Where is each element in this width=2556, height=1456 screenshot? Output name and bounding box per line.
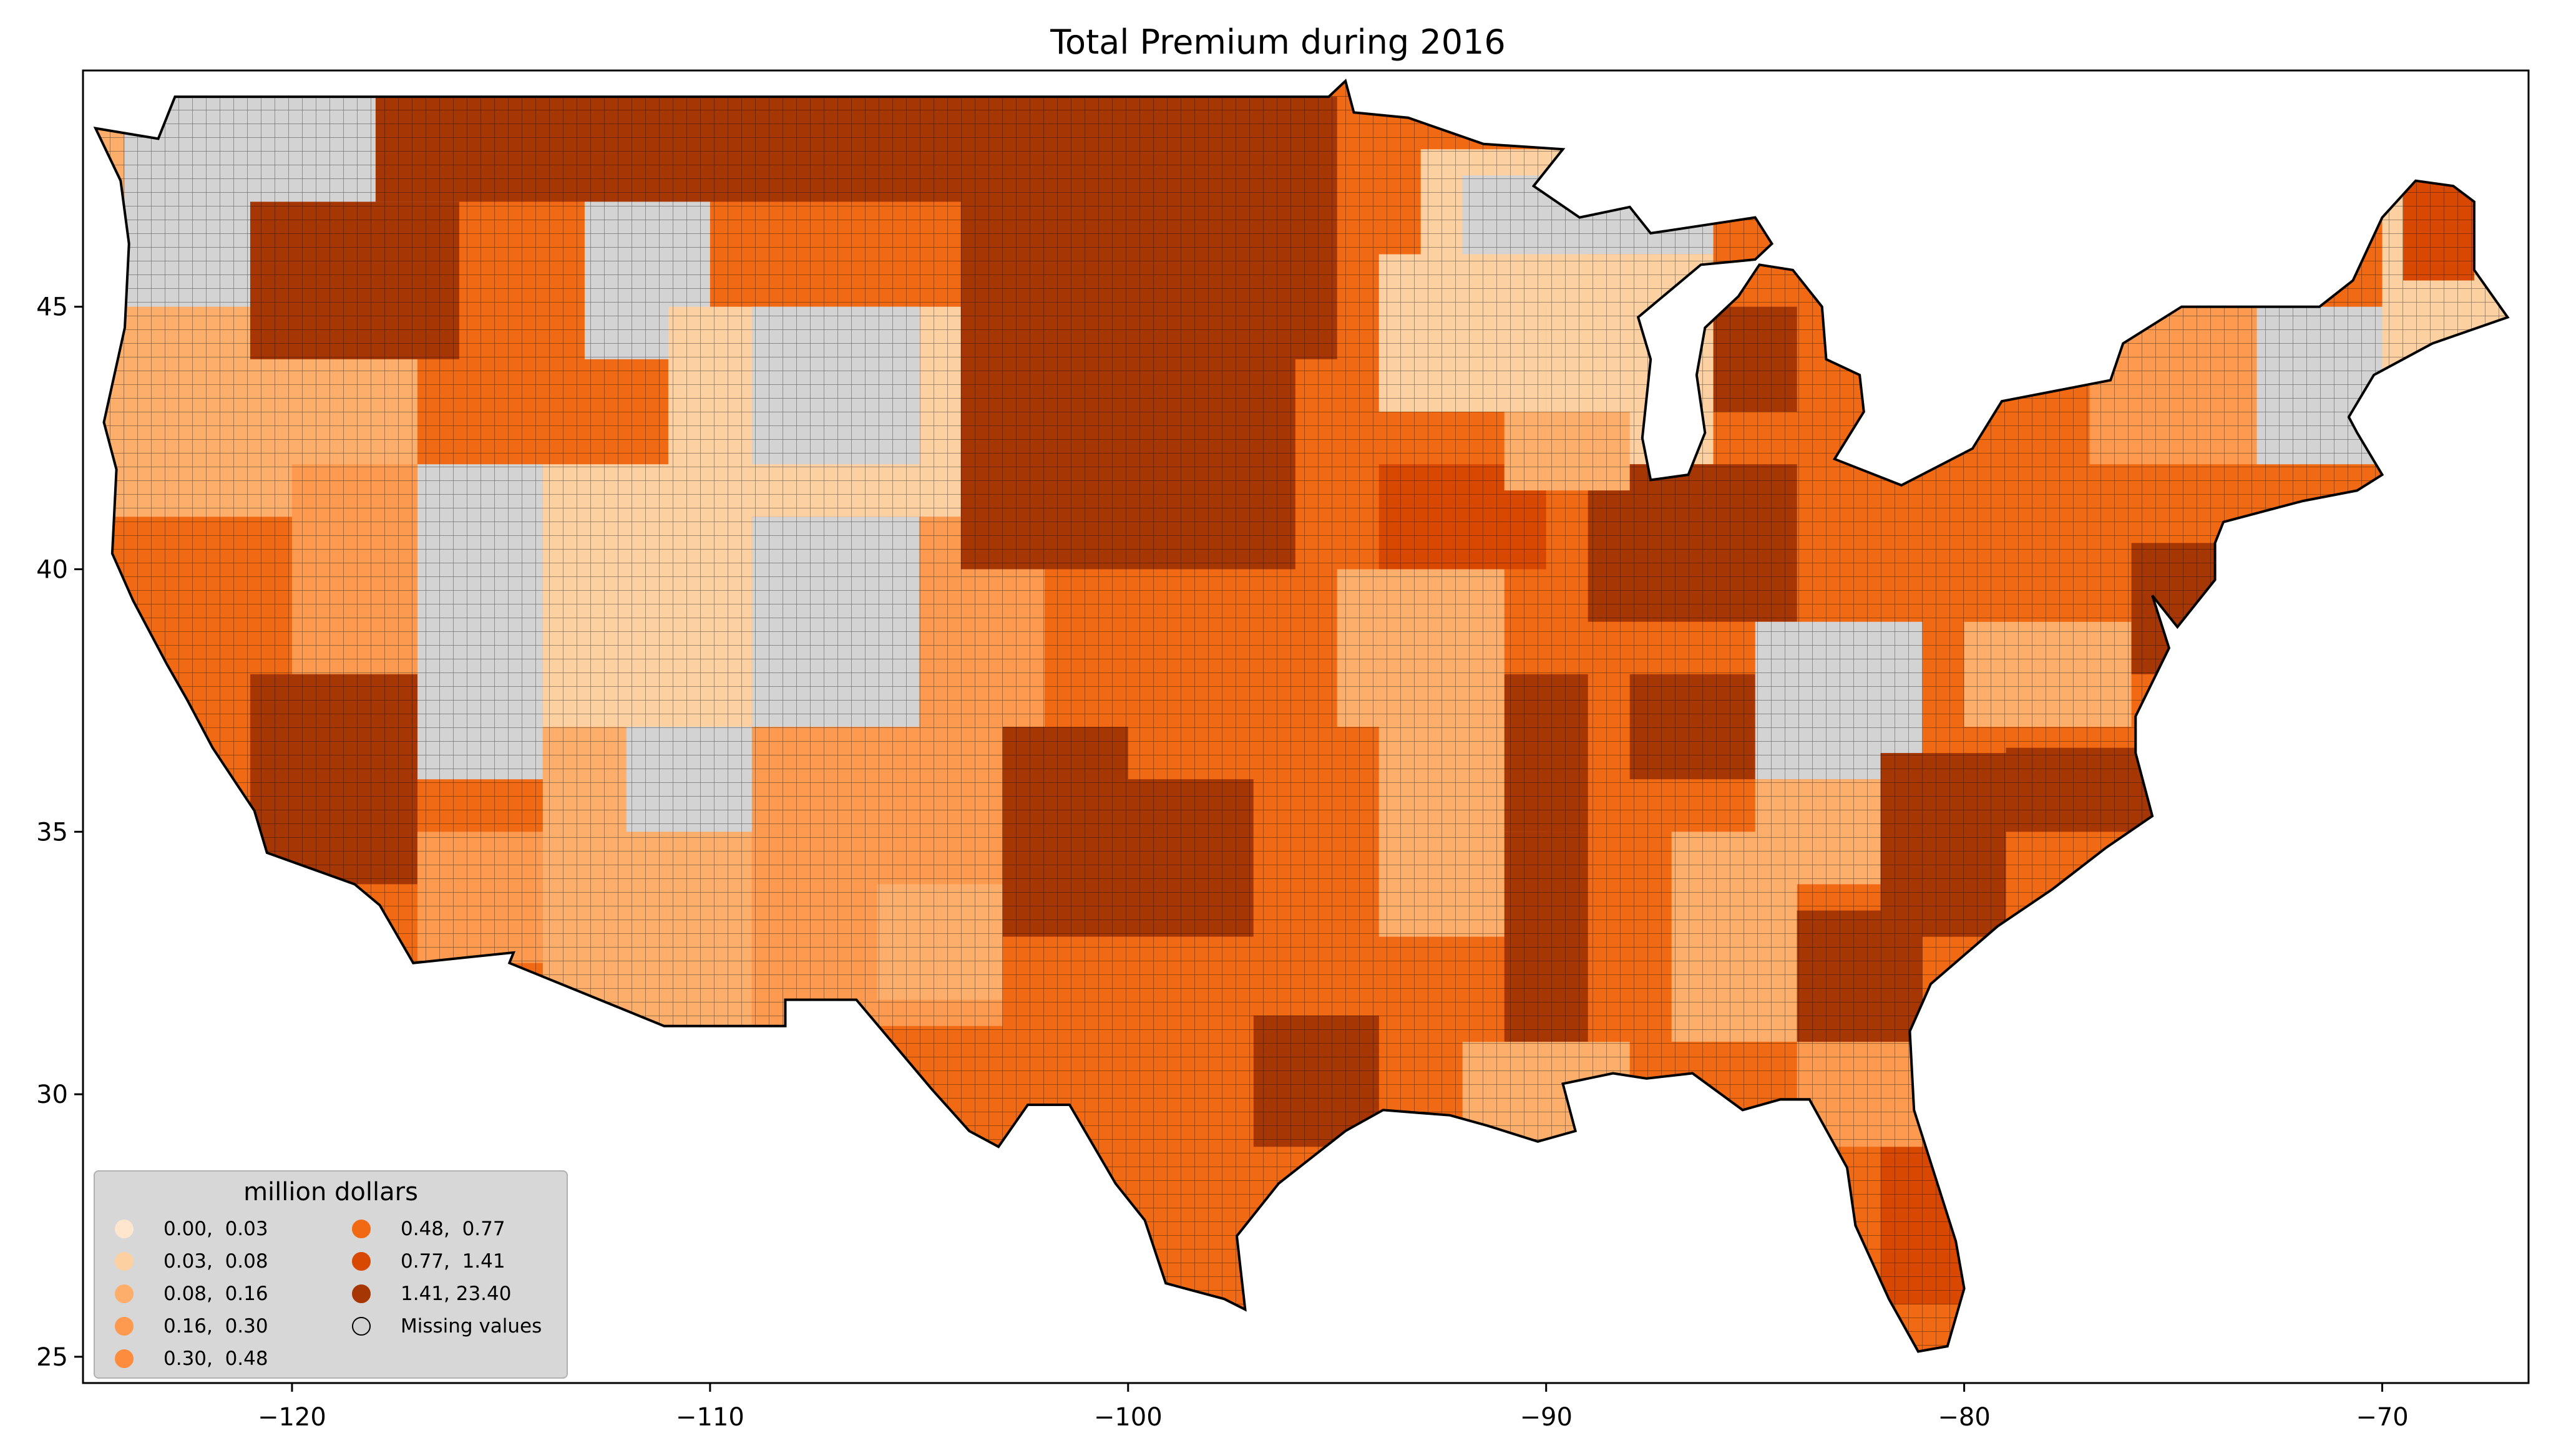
legend-swatch-0	[115, 1220, 134, 1238]
legend-item: 0.30, 0.48	[115, 1342, 268, 1375]
legend-label: 0.03, 0.08	[163, 1250, 268, 1273]
y-tick-label: 45	[36, 293, 68, 322]
legend-item: 0.08, 0.16	[115, 1278, 268, 1310]
legend-column-1: 0.00, 0.03 0.03, 0.08 0.08, 0.16 0.16, 0…	[115, 1213, 268, 1375]
x-tick-label: −120	[258, 1403, 326, 1432]
legend-swatch-8	[352, 1317, 371, 1336]
x-tick-label: −100	[1094, 1403, 1163, 1432]
legend-swatch-6	[352, 1252, 371, 1271]
legend-label: 0.77, 1.41	[401, 1250, 505, 1273]
map-title: Total Premium during 2016	[1050, 22, 1506, 62]
y-tick-label: 30	[36, 1080, 68, 1109]
x-tick-label: −90	[1519, 1403, 1572, 1432]
y-axis: 25 30 35 40 45	[36, 293, 83, 1372]
legend-item: 0.48, 0.77	[352, 1213, 542, 1245]
legend-label: 0.16, 0.30	[163, 1315, 268, 1337]
legend-swatch-5	[352, 1220, 371, 1238]
legend-title: million dollars	[243, 1178, 418, 1206]
legend-item: Missing values	[352, 1310, 542, 1342]
legend-swatch-3	[115, 1317, 134, 1336]
legend-label: Missing values	[401, 1315, 542, 1337]
x-tick-label: −70	[2356, 1403, 2408, 1432]
legend-item: 0.77, 1.41	[352, 1245, 542, 1278]
legend-label: 0.08, 0.16	[163, 1283, 268, 1305]
plot-frame	[82, 69, 2530, 1384]
legend-swatch-4	[115, 1349, 134, 1368]
legend-swatch-1	[115, 1252, 134, 1271]
y-tick-label: 35	[36, 818, 68, 847]
legend-label: 0.00, 0.03	[163, 1218, 268, 1240]
x-tick-label: −110	[676, 1403, 744, 1432]
us-outline	[93, 79, 2510, 1353]
legend-swatch-7	[352, 1284, 371, 1303]
legend-item: 0.00, 0.03	[115, 1213, 268, 1245]
x-tick-label: −80	[1938, 1403, 1990, 1432]
x-axis: −120 −110 −100 −90 −80 −70	[258, 1383, 2409, 1432]
legend-item: 1.41, 23.40	[352, 1278, 542, 1310]
legend-item: 0.03, 0.08	[115, 1245, 268, 1278]
legend-column-2: 0.48, 0.77 0.77, 1.41 1.41, 23.40 Missin…	[352, 1213, 542, 1342]
legend-label: 1.41, 23.40	[401, 1283, 512, 1305]
legend-label: 0.30, 0.48	[163, 1347, 268, 1370]
y-tick-label: 25	[36, 1343, 68, 1372]
legend-item: 0.16, 0.30	[115, 1310, 268, 1342]
legend: million dollars 0.00, 0.03 0.03, 0.08 0.…	[94, 1170, 568, 1379]
y-tick-label: 40	[36, 556, 68, 585]
legend-swatch-2	[115, 1284, 134, 1303]
legend-label: 0.48, 0.77	[401, 1218, 505, 1240]
